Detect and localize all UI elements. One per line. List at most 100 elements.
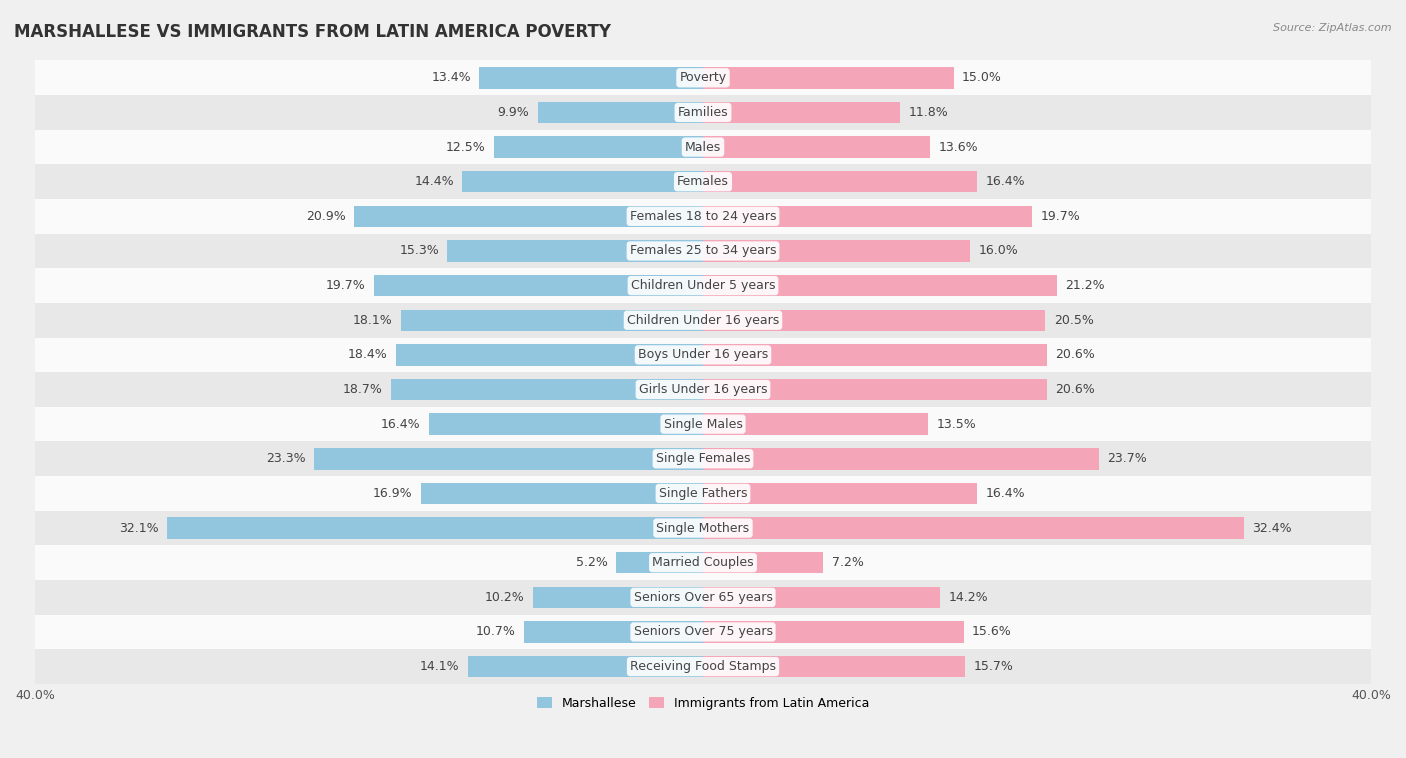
Text: 16.4%: 16.4%	[381, 418, 420, 431]
Bar	[703, 552, 824, 573]
Text: Females: Females	[678, 175, 728, 188]
Bar	[703, 448, 1099, 469]
Text: 18.7%: 18.7%	[343, 383, 382, 396]
Text: Girls Under 16 years: Girls Under 16 years	[638, 383, 768, 396]
Bar	[616, 552, 703, 573]
Bar	[533, 587, 703, 608]
Text: 16.0%: 16.0%	[979, 245, 1018, 258]
Text: 15.3%: 15.3%	[399, 245, 439, 258]
Bar	[703, 517, 1244, 539]
Text: 11.8%: 11.8%	[908, 106, 948, 119]
Text: Single Mothers: Single Mothers	[657, 522, 749, 534]
Bar	[537, 102, 703, 123]
Bar	[35, 233, 1371, 268]
Text: MARSHALLESE VS IMMIGRANTS FROM LATIN AMERICA POVERTY: MARSHALLESE VS IMMIGRANTS FROM LATIN AME…	[14, 23, 612, 41]
Bar	[703, 275, 1057, 296]
Bar	[35, 511, 1371, 545]
Bar	[35, 407, 1371, 441]
Text: Single Males: Single Males	[664, 418, 742, 431]
Bar	[468, 656, 703, 678]
Text: Families: Families	[678, 106, 728, 119]
Text: 18.1%: 18.1%	[353, 314, 392, 327]
Bar	[703, 413, 928, 435]
Bar	[420, 483, 703, 504]
Text: 13.4%: 13.4%	[432, 71, 471, 84]
Bar	[495, 136, 703, 158]
Bar	[35, 337, 1371, 372]
Text: 13.5%: 13.5%	[936, 418, 977, 431]
Text: 10.2%: 10.2%	[485, 590, 524, 604]
Legend: Marshallese, Immigrants from Latin America: Marshallese, Immigrants from Latin Ameri…	[531, 692, 875, 715]
Bar	[35, 61, 1371, 95]
Text: 12.5%: 12.5%	[446, 140, 486, 154]
Text: Children Under 5 years: Children Under 5 years	[631, 279, 775, 292]
Bar	[447, 240, 703, 262]
Bar	[395, 344, 703, 365]
Bar	[35, 650, 1371, 684]
Text: Receiving Food Stamps: Receiving Food Stamps	[630, 660, 776, 673]
Text: 15.6%: 15.6%	[972, 625, 1012, 638]
Bar	[314, 448, 703, 469]
Text: Females 18 to 24 years: Females 18 to 24 years	[630, 210, 776, 223]
Text: 20.5%: 20.5%	[1053, 314, 1094, 327]
Text: 10.7%: 10.7%	[477, 625, 516, 638]
Bar	[703, 309, 1046, 331]
Bar	[703, 587, 941, 608]
Bar	[374, 275, 703, 296]
Text: Single Females: Single Females	[655, 453, 751, 465]
Bar	[703, 379, 1047, 400]
Text: 14.2%: 14.2%	[949, 590, 988, 604]
Text: Boys Under 16 years: Boys Under 16 years	[638, 349, 768, 362]
Text: 23.7%: 23.7%	[1107, 453, 1147, 465]
Bar	[35, 580, 1371, 615]
Text: 32.1%: 32.1%	[120, 522, 159, 534]
Bar	[703, 136, 931, 158]
Bar	[401, 309, 703, 331]
Bar	[35, 130, 1371, 164]
Text: Poverty: Poverty	[679, 71, 727, 84]
Bar	[35, 95, 1371, 130]
Text: 32.4%: 32.4%	[1253, 522, 1292, 534]
Bar	[35, 615, 1371, 650]
Bar	[703, 102, 900, 123]
Text: 15.0%: 15.0%	[962, 71, 1001, 84]
Bar	[703, 205, 1032, 227]
Text: Source: ZipAtlas.com: Source: ZipAtlas.com	[1274, 23, 1392, 33]
Text: 16.4%: 16.4%	[986, 487, 1025, 500]
Text: Seniors Over 75 years: Seniors Over 75 years	[634, 625, 772, 638]
Text: 15.7%: 15.7%	[973, 660, 1014, 673]
Text: 21.2%: 21.2%	[1066, 279, 1105, 292]
Text: 20.6%: 20.6%	[1056, 383, 1095, 396]
Text: 14.4%: 14.4%	[415, 175, 454, 188]
Text: 19.7%: 19.7%	[1040, 210, 1080, 223]
Text: 7.2%: 7.2%	[831, 556, 863, 569]
Bar	[703, 344, 1047, 365]
Bar	[35, 268, 1371, 303]
Text: 20.6%: 20.6%	[1056, 349, 1095, 362]
Text: 19.7%: 19.7%	[326, 279, 366, 292]
Bar	[703, 483, 977, 504]
Bar	[35, 545, 1371, 580]
Text: Children Under 16 years: Children Under 16 years	[627, 314, 779, 327]
Bar	[703, 656, 965, 678]
Text: 23.3%: 23.3%	[266, 453, 305, 465]
Bar	[391, 379, 703, 400]
Text: 18.4%: 18.4%	[347, 349, 387, 362]
Text: 16.9%: 16.9%	[373, 487, 412, 500]
Bar	[35, 372, 1371, 407]
Text: Seniors Over 65 years: Seniors Over 65 years	[634, 590, 772, 604]
Text: Males: Males	[685, 140, 721, 154]
Text: Females 25 to 34 years: Females 25 to 34 years	[630, 245, 776, 258]
Bar	[703, 622, 963, 643]
Bar	[35, 476, 1371, 511]
Text: Married Couples: Married Couples	[652, 556, 754, 569]
Text: 13.6%: 13.6%	[938, 140, 979, 154]
Bar	[35, 199, 1371, 233]
Bar	[479, 67, 703, 89]
Bar	[703, 67, 953, 89]
Text: 16.4%: 16.4%	[986, 175, 1025, 188]
Bar	[429, 413, 703, 435]
Bar	[167, 517, 703, 539]
Bar	[354, 205, 703, 227]
Text: 5.2%: 5.2%	[576, 556, 607, 569]
